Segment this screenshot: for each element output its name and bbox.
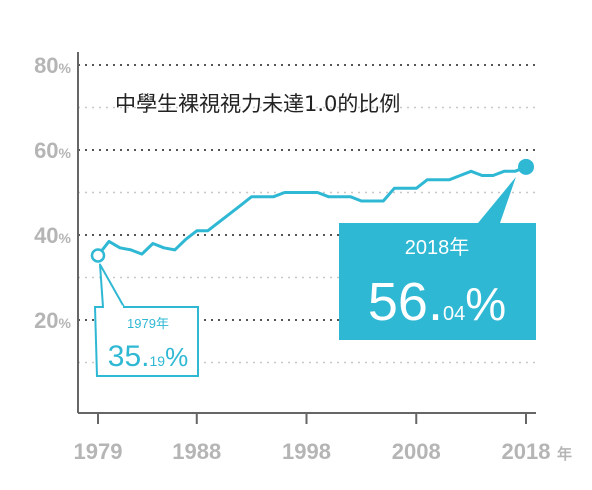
y-tick-unit: % — [59, 315, 72, 331]
y-tick-unit: % — [59, 60, 72, 76]
y-tick-40: 40% — [34, 223, 71, 248]
end-point-marker — [518, 158, 534, 175]
y-tick-unit: % — [59, 145, 72, 161]
callout-1979-value-main: 35. — [108, 340, 150, 373]
callout-2018-value: 56.04% — [368, 272, 506, 332]
series-line-path — [96, 165, 527, 257]
x-tick-number: 2018 — [502, 439, 551, 464]
x-tick-2018: 2018 — [502, 439, 551, 464]
y-tick-number: 60 — [34, 138, 58, 163]
x-tick-1988: 1988 — [172, 439, 221, 464]
callout-1979-value-unit: % — [165, 342, 188, 372]
axes — [77, 52, 536, 424]
callout-1979-pointer — [99, 263, 125, 308]
y-tick-60: 60% — [34, 138, 71, 163]
y-tick-labels: 20%40%60%80% — [34, 53, 71, 333]
callout-2018-value-unit: % — [465, 278, 506, 330]
callout-1979-box — [93, 306, 199, 377]
callout-2018-year: 2018年 — [405, 236, 470, 259]
y-tick-number: 80 — [34, 53, 58, 78]
x-tick-number: 1988 — [172, 439, 221, 464]
callout-2018-value-main: 56. — [368, 272, 443, 332]
x-tick-2008: 2008 — [392, 439, 441, 464]
x-tick-number: 1979 — [74, 439, 123, 464]
callout-2018-value-decimal: 04 — [443, 303, 465, 325]
x-tick-number: 2008 — [392, 439, 441, 464]
x-tick-labels: 1979 1988 1998 2008 2018 年 — [74, 439, 572, 464]
y-tick-number: 20 — [34, 308, 58, 333]
y-tick-20: 20% — [34, 308, 71, 333]
series-line — [90, 158, 534, 263]
x-tick-1979: 1979 — [74, 439, 123, 464]
callout-1979-value-decimal: 19 — [150, 353, 166, 369]
start-point-marker — [90, 248, 106, 263]
x-axis-unit: 年 — [557, 445, 572, 463]
y-tick-number: 40 — [34, 223, 58, 248]
y-tick-80: 80% — [34, 53, 71, 78]
y-tick-unit: % — [59, 230, 72, 246]
x-tick-1998: 1998 — [282, 439, 331, 464]
x-tick-number: 1998 — [282, 439, 331, 464]
chart-title: 中學生裸視視力未達1.0的比例 — [115, 92, 400, 116]
callout-1979-value: 35.19% — [108, 340, 188, 373]
callouts: 1979年 35.19% 2018年 56.04% — [93, 176, 536, 377]
callout-2018-box — [339, 176, 536, 340]
callout-1979-year: 1979年 — [127, 316, 169, 331]
